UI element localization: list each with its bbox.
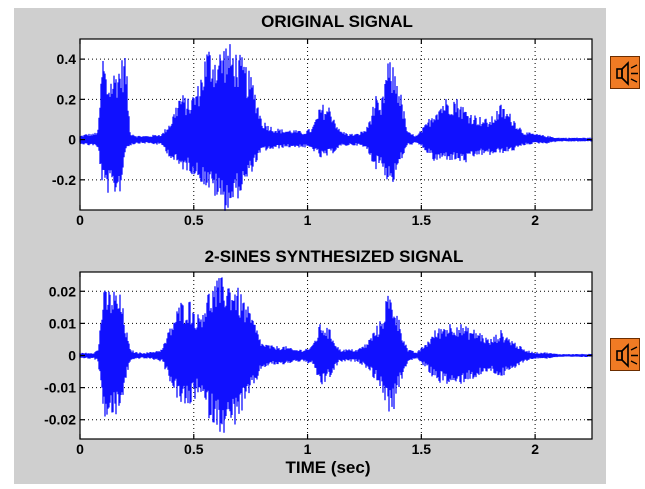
x-tick-label: 1 bbox=[304, 441, 312, 457]
synthesized-signal-plot: 2-SINES SYNTHESIZED SIGNAL 0 0.5 1 1.5 2 0.02… bbox=[44, 247, 593, 477]
plot-title: ORIGINAL SIGNAL bbox=[261, 12, 413, 31]
y-tick-label: 0 bbox=[68, 132, 76, 148]
original-signal-plot: ORIGINAL SIGNAL 0 0.5 1 1.5 2 0.4 0.2 0 -0.2 bbox=[52, 12, 593, 228]
x-tick-label: 0 bbox=[76, 212, 84, 228]
y-tick-label: -0.2 bbox=[52, 172, 76, 188]
y-tick-label: 0.2 bbox=[57, 91, 77, 107]
y-tick-label: 0.4 bbox=[57, 51, 77, 67]
x-tick-label: 2 bbox=[531, 441, 539, 457]
x-tick-label: 0.5 bbox=[184, 212, 204, 228]
x-tick-label: 2 bbox=[531, 212, 539, 228]
play-original-button[interactable] bbox=[610, 56, 640, 89]
y-tick-label: 0 bbox=[68, 348, 76, 364]
plot-title: 2-SINES SYNTHESIZED SIGNAL bbox=[205, 247, 464, 266]
x-tick-label: 1.5 bbox=[412, 441, 432, 457]
x-tick-label: 0.5 bbox=[184, 441, 204, 457]
axis-ticks: 0 0.5 1 1.5 2 0.4 0.2 0 -0.2 bbox=[52, 39, 592, 228]
axis-ticks: 0 0.5 1 1.5 2 0.02 0.01 0 -0.01 -0.02 bbox=[44, 272, 592, 457]
y-tick-label: -0.02 bbox=[44, 412, 76, 428]
y-tick-label: 0.01 bbox=[49, 315, 76, 331]
speaker-icon bbox=[616, 61, 638, 86]
x-axis-label: TIME (sec) bbox=[285, 458, 370, 477]
y-tick-label: -0.01 bbox=[44, 380, 76, 396]
axes-frame bbox=[79, 38, 593, 211]
x-tick-label: 0 bbox=[76, 441, 84, 457]
x-tick-label: 1.5 bbox=[412, 212, 432, 228]
play-synthesized-button[interactable] bbox=[610, 338, 640, 371]
x-tick-label: 1 bbox=[304, 212, 312, 228]
speaker-icon bbox=[616, 343, 638, 368]
y-tick-label: 0.02 bbox=[49, 283, 76, 299]
